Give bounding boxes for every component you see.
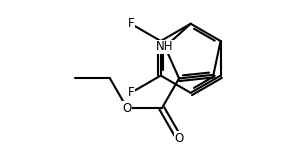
Text: NH: NH bbox=[156, 40, 174, 53]
Text: F: F bbox=[128, 86, 134, 99]
Text: O: O bbox=[174, 132, 184, 145]
Text: O: O bbox=[123, 102, 132, 115]
Text: F: F bbox=[128, 17, 134, 30]
